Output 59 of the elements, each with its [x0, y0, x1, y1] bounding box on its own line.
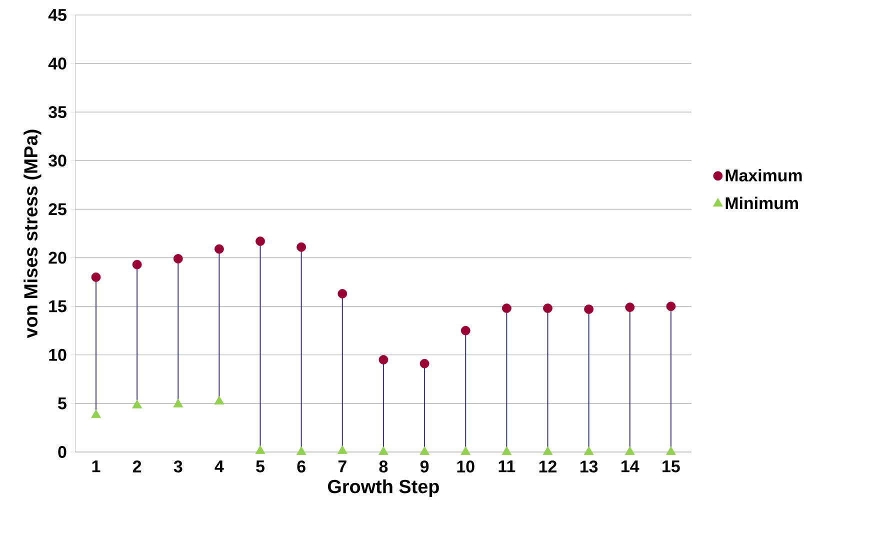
point — [214, 396, 224, 404]
point — [173, 254, 183, 264]
point — [584, 446, 594, 455]
y-tick-label: 30 — [48, 154, 66, 167]
point — [378, 355, 388, 364]
point — [256, 236, 265, 246]
point — [420, 358, 430, 368]
point — [255, 445, 266, 454]
point — [296, 446, 306, 455]
x-tick-label: 3 — [174, 460, 182, 473]
point — [502, 304, 512, 313]
point — [666, 446, 676, 455]
y-axis-title: von Mises stress (MPa) — [24, 130, 42, 338]
point — [420, 446, 430, 455]
y-tick-label: 15 — [49, 300, 66, 312]
x-tick-label: 15 — [662, 460, 680, 472]
point — [337, 445, 348, 454]
point — [296, 242, 306, 252]
point — [542, 446, 553, 455]
y-tick-label: 40 — [48, 58, 66, 70]
point — [584, 304, 594, 314]
x-tick-label: 11 — [498, 460, 516, 472]
point — [91, 272, 101, 282]
x-tick-label: 9 — [420, 460, 429, 473]
point — [460, 446, 471, 455]
y-tick-label: 10 — [49, 348, 66, 361]
point — [214, 244, 224, 254]
point — [460, 326, 470, 336]
point — [624, 446, 635, 455]
x-tick-label: 13 — [580, 460, 598, 473]
y-tick-label: 45 — [48, 9, 66, 21]
point — [502, 446, 512, 455]
point — [666, 302, 676, 312]
x-axis-title: Growth Step — [328, 479, 439, 498]
point — [378, 446, 388, 455]
x-tick-label: 1 — [92, 460, 100, 472]
y-tick-label: 5 — [58, 398, 66, 410]
x-tick-label: 10 — [457, 460, 474, 473]
point — [173, 398, 184, 408]
x-tick-label: 4 — [214, 460, 224, 472]
point — [543, 304, 552, 313]
point — [338, 289, 348, 298]
x-tick-label: 5 — [256, 460, 265, 472]
point — [132, 400, 142, 408]
y-tick-label: 35 — [48, 106, 66, 118]
x-tick-label: 12 — [539, 460, 556, 472]
legend-label: Maximum — [726, 169, 802, 182]
x-tick-label: 7 — [338, 460, 346, 472]
x-tick-label: 8 — [379, 460, 388, 473]
y-tick-label: 25 — [48, 203, 66, 216]
x-tick-label: 6 — [297, 460, 306, 473]
x-tick-label: 14 — [622, 460, 640, 472]
point — [91, 409, 101, 418]
point — [132, 260, 142, 270]
x-tick-label: 2 — [132, 460, 142, 472]
point — [625, 302, 635, 312]
legend-label: Minimum — [726, 196, 798, 210]
y-tick-label: 20 — [48, 252, 66, 264]
y-tick-label: 0 — [58, 446, 66, 458]
